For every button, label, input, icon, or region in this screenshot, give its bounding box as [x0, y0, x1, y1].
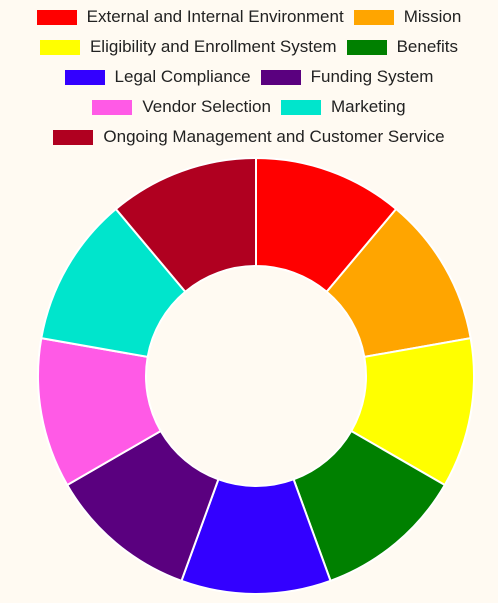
legend-swatch: [346, 39, 387, 55]
legend-item[interactable]: External and Internal Environment: [36, 7, 344, 27]
legend-row: Ongoing Management and Customer Service: [0, 122, 498, 152]
legend-row: Vendor Selection Marketing: [0, 92, 498, 122]
legend-item[interactable]: Vendor Selection: [92, 97, 271, 117]
legend-item[interactable]: Ongoing Management and Customer Service: [53, 127, 445, 147]
legend-label: Funding System: [310, 67, 434, 86]
legend-swatch: [36, 9, 77, 25]
pie-slice[interactable]: [114, 156, 257, 294]
legend-label: Benefits: [396, 37, 459, 56]
legend-label: Eligibility and Enrollment System: [89, 37, 337, 56]
legend-label: Vendor Selection: [142, 97, 271, 116]
legend-swatch: [53, 129, 94, 145]
legend-label: Legal Compliance: [114, 67, 251, 86]
legend-label: Mission: [403, 7, 462, 26]
legend: External and Internal Environment Mission…: [0, 0, 498, 155]
legend-swatch: [260, 69, 301, 85]
legend-item[interactable]: Mission: [353, 7, 462, 27]
legend-swatch: [64, 69, 105, 85]
legend-swatch: [39, 39, 80, 55]
legend-row: Legal Compliance Funding System: [0, 62, 498, 92]
legend-label: Ongoing Management and Customer Service: [103, 127, 445, 146]
legend-swatch: [353, 9, 394, 25]
legend-label: Marketing: [330, 97, 406, 116]
legend-row: Eligibility and Enrollment System Benefit…: [0, 32, 498, 62]
legend-item[interactable]: Marketing: [280, 97, 406, 117]
legend-row: External and Internal Environment Mission: [0, 2, 498, 32]
legend-item[interactable]: Eligibility and Enrollment System: [39, 37, 337, 57]
legend-item[interactable]: Benefits: [346, 37, 459, 57]
legend-item[interactable]: Funding System: [260, 67, 434, 87]
legend-swatch: [92, 99, 133, 115]
legend-item[interactable]: Legal Compliance: [64, 67, 251, 87]
legend-label: External and Internal Environment: [86, 7, 344, 26]
legend-swatch: [280, 99, 321, 115]
